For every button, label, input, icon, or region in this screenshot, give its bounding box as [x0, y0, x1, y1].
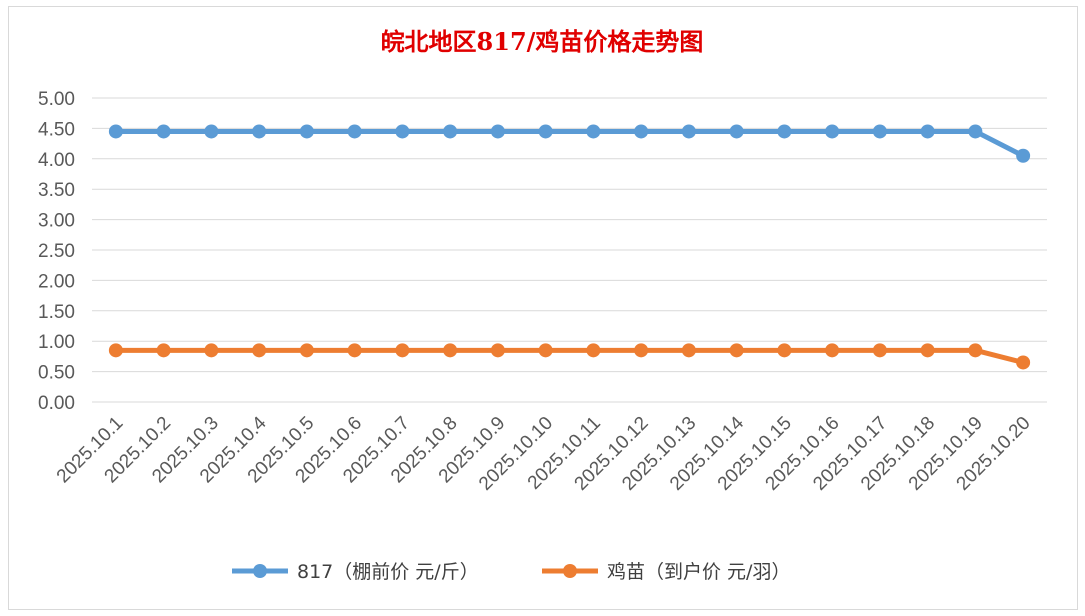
y-tick-label: 1.00	[38, 332, 75, 353]
data-point	[108, 343, 123, 358]
series-line	[115, 347, 1024, 365]
data-point	[729, 343, 744, 358]
data-point	[252, 343, 267, 358]
data-point	[108, 124, 123, 139]
data-point	[204, 124, 219, 139]
legend: 817（棚前价 元/斤） 鸡苗（到户价 元/羽）	[232, 561, 790, 583]
data-point	[347, 124, 362, 139]
y-tick-label: 3.50	[38, 180, 75, 201]
data-point	[825, 124, 840, 139]
data-point	[634, 124, 649, 139]
data-point	[156, 124, 171, 139]
legend-marker	[253, 564, 267, 578]
data-point	[920, 124, 935, 139]
y-tick-label: 0.50	[38, 363, 75, 384]
y-tick-label: 2.50	[38, 241, 75, 262]
data-point	[395, 124, 410, 139]
y-tick-label: 5.00	[38, 89, 75, 110]
y-tick-label: 4.50	[38, 119, 75, 140]
series-1	[108, 124, 1031, 163]
y-axis-ticks: 0.00 0.50 1.00 1.50 2.00 2.50 3.00 3.50 4.00 4.50…	[38, 89, 75, 414]
y-tick-label: 3.00	[38, 211, 75, 232]
data-point	[968, 124, 983, 139]
legend-label: 鸡苗（到户价 元/羽）	[607, 561, 790, 583]
data-point	[490, 343, 505, 358]
series-line	[115, 128, 1025, 158]
x-axis-ticks: 2025.10.12025.10.22025.10.32025.10.42025…	[53, 412, 1035, 494]
data-point	[395, 343, 410, 358]
data-point	[872, 343, 887, 358]
data-point	[729, 124, 744, 139]
data-point	[634, 343, 649, 358]
data-point	[252, 124, 267, 139]
data-point	[490, 124, 505, 139]
y-tick-label: 4.00	[38, 150, 75, 171]
gridlines	[92, 97, 1047, 403]
data-point	[920, 343, 935, 358]
y-tick-label: 0.00	[38, 393, 75, 414]
data-point	[299, 124, 314, 139]
chart-area	[8, 6, 1078, 610]
data-point	[1016, 148, 1031, 163]
legend-marker	[563, 564, 577, 578]
data-point	[681, 124, 696, 139]
data-point	[968, 343, 983, 358]
legend-item: 鸡苗（到户价 元/羽）	[542, 561, 790, 583]
data-point	[538, 124, 553, 139]
data-point	[872, 124, 887, 139]
data-point	[777, 124, 792, 139]
series-2	[108, 343, 1031, 370]
data-point	[777, 343, 792, 358]
y-tick-label: 2.00	[38, 271, 75, 292]
data-point	[1016, 355, 1031, 370]
legend-label: 817（棚前价 元/斤）	[297, 561, 479, 583]
data-point	[586, 124, 601, 139]
data-point	[681, 343, 696, 358]
data-point	[538, 343, 553, 358]
series-lines	[108, 124, 1031, 370]
data-point	[586, 343, 601, 358]
y-tick-label: 1.50	[38, 302, 75, 323]
data-point	[299, 343, 314, 358]
data-point	[347, 343, 362, 358]
data-point	[443, 343, 458, 358]
legend-item: 817（棚前价 元/斤）	[232, 561, 479, 583]
data-point	[443, 124, 458, 139]
data-point	[204, 343, 219, 358]
data-point	[825, 343, 840, 358]
chart-title: 皖北地区817/鸡苗价格走势图	[381, 27, 704, 56]
data-point	[156, 343, 171, 358]
